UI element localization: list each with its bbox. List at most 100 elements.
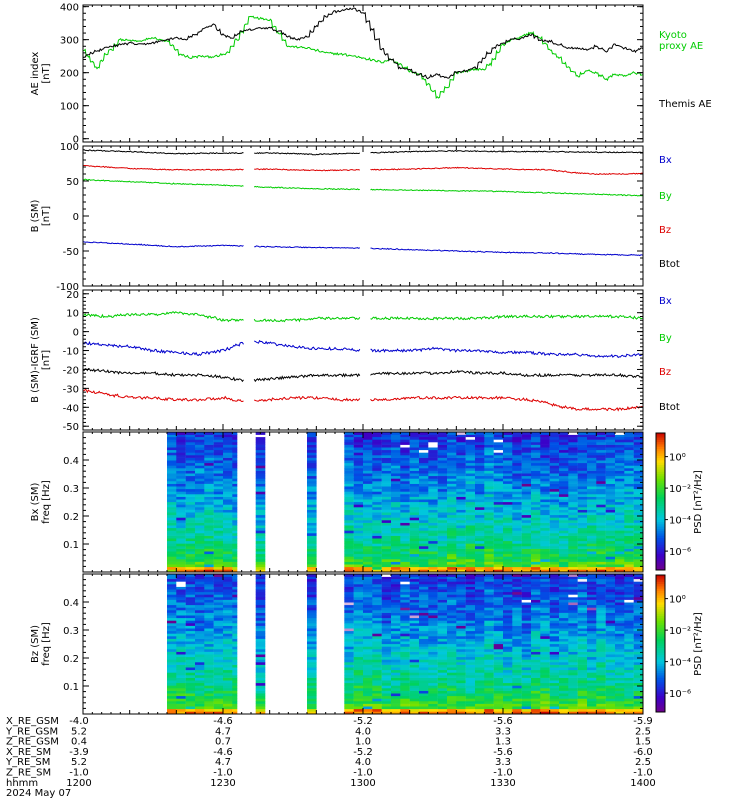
spectrogram-cell xyxy=(484,576,494,580)
spectrogram-cell xyxy=(559,475,569,479)
spectrogram-cell xyxy=(615,465,625,469)
spectrogram-cell xyxy=(587,449,597,453)
spectrogram-cell xyxy=(531,607,541,611)
spectrogram-cell xyxy=(633,522,644,526)
spectrogram-cell xyxy=(400,610,410,613)
spectrogram-cell xyxy=(176,517,186,521)
spectrogram-cell xyxy=(512,630,522,634)
spectrogram-cell xyxy=(400,578,410,582)
spectrogram-cell xyxy=(549,455,560,458)
spectrogram-cell xyxy=(549,522,560,526)
spectrogram-cell xyxy=(400,520,410,523)
spectrogram-cell xyxy=(512,682,522,686)
spectrogram-cell xyxy=(223,672,233,676)
spectrogram-cell xyxy=(512,688,522,691)
spectrogram-cell xyxy=(577,436,588,440)
spectrogram-cell xyxy=(428,548,438,552)
spectrogram-cell xyxy=(577,460,588,464)
spectrogram-cell xyxy=(176,527,186,531)
spectrogram-cell xyxy=(409,594,420,598)
spectrogram-cell xyxy=(232,566,238,570)
spectrogram-cell xyxy=(549,643,560,647)
spectrogram-cell xyxy=(577,561,588,565)
spectrogram-cell xyxy=(381,556,392,560)
spectrogram-cell xyxy=(372,628,382,632)
spectrogram-cell xyxy=(568,449,578,453)
spectrogram-cell xyxy=(493,444,504,448)
spectrogram-cell xyxy=(363,654,373,658)
spectrogram-cell xyxy=(484,703,494,707)
spectrogram-cell xyxy=(437,509,448,513)
spectrogram-cell xyxy=(363,602,373,606)
spectrogram-cell xyxy=(419,662,429,665)
spectrogram-cell xyxy=(587,432,597,435)
spectrogram-cell xyxy=(484,553,494,557)
spectrogram-cell xyxy=(409,548,420,552)
spectrogram-cell xyxy=(419,457,429,461)
spectrogram-cell xyxy=(456,556,466,560)
spectrogram-cell xyxy=(372,597,382,600)
spectrogram-cell xyxy=(255,649,266,652)
spectrogram-cell xyxy=(232,664,238,668)
spectrogram-cell xyxy=(437,682,448,686)
spectrogram-cell xyxy=(437,546,448,549)
spectrogram-cell xyxy=(344,703,354,707)
spectrogram-cell xyxy=(400,434,410,438)
spectrogram-cell xyxy=(512,693,522,697)
spectrogram-cell xyxy=(255,612,266,616)
spectrogram-cell xyxy=(503,509,513,513)
spectrogram-cell xyxy=(521,553,532,557)
spectrogram-cell xyxy=(213,551,224,555)
spectrogram-cell xyxy=(428,584,438,587)
spectrogram-cell xyxy=(204,701,214,704)
spectrogram-cell xyxy=(577,517,588,521)
spectrogram-cell xyxy=(307,496,317,500)
spectrogram-cell xyxy=(447,512,457,516)
spectrogram-cell xyxy=(559,522,569,526)
spectrogram-cell xyxy=(400,504,410,508)
spectrogram-cell xyxy=(437,641,448,645)
spectrogram-cell xyxy=(428,504,438,508)
spectrogram-cell xyxy=(549,649,560,652)
spectrogram-cell xyxy=(493,512,504,516)
spectrogram-cell xyxy=(549,556,560,560)
spectrogram-cell xyxy=(531,538,541,542)
spectrogram-cell xyxy=(549,436,560,440)
spectrogram-cell xyxy=(512,548,522,552)
spectrogram-cell xyxy=(503,494,513,497)
spectrogram-cell xyxy=(363,501,373,505)
spectrogram-cell xyxy=(381,604,392,608)
spectrogram-cell xyxy=(437,481,448,484)
spectrogram-cell xyxy=(167,591,177,595)
spectrogram-cell xyxy=(493,436,504,440)
spectrogram-cell xyxy=(484,656,494,660)
spectrogram-cell xyxy=(176,455,186,458)
spectrogram-cell xyxy=(503,646,513,650)
spectrogram-cell xyxy=(624,564,634,568)
spectrogram-cell xyxy=(176,708,186,712)
spectrogram-cell xyxy=(381,514,392,518)
spectrogram-cell xyxy=(484,527,494,531)
spectrogram-cell xyxy=(577,533,588,536)
spectrogram-cell xyxy=(185,504,196,508)
spectrogram-cell xyxy=(381,576,392,580)
spectrogram-cell xyxy=(391,578,401,582)
spectrogram-cell xyxy=(167,623,177,626)
spectrogram-cell xyxy=(531,499,541,503)
spectrogram-cell xyxy=(400,436,410,440)
spectrogram-cell xyxy=(559,551,569,555)
spectrogram-cell xyxy=(465,514,476,518)
spectrogram-cell xyxy=(353,564,364,568)
spectrogram-cell xyxy=(465,633,476,637)
spectrogram-cell xyxy=(344,604,354,608)
spectrogram-cell xyxy=(540,533,550,536)
spectrogram-cell xyxy=(447,659,457,663)
spectrogram-cell xyxy=(419,470,429,474)
spectrogram-cell xyxy=(456,669,466,673)
spectrogram-cell xyxy=(512,636,522,639)
spectrogram-cell xyxy=(568,695,578,699)
spectrogram-cell xyxy=(503,455,513,458)
spectrogram-cell xyxy=(521,566,532,570)
spectrogram-cell xyxy=(176,507,186,510)
spectrogram-cell xyxy=(568,499,578,503)
